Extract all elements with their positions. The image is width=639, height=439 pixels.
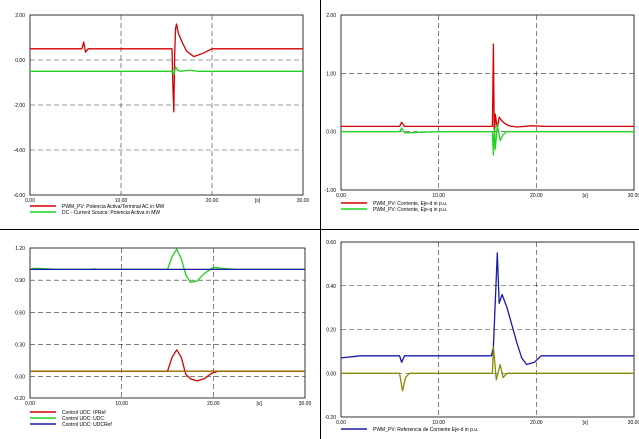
x-tick-label: 0.00 (25, 401, 35, 407)
plot-area (29, 247, 306, 399)
chart-4: 0.00 10.00 20.00 30.00[s]0.600.400.200.00-0… (325, 240, 639, 433)
y-tick-label: 0.90 (15, 278, 25, 284)
y-tick-label: 0.30 (15, 342, 25, 348)
series-line-2 (341, 346, 634, 392)
chart-2: 0.00 10.00 20.00 30.00[s]2.001.000.00-1.00P… (325, 13, 639, 213)
x-tick-label: 10.00 (432, 193, 445, 199)
series-line-1 (340, 252, 634, 366)
y-tick-label: 2.00 (15, 13, 25, 19)
x-tick-label: 20.00 (207, 401, 220, 407)
y-tick-label: 0.00 (326, 371, 336, 377)
y-tick-label: 0.60 (326, 240, 336, 246)
legend-label: PWM_PV: Potencia Activa/Terminal AC in M… (62, 204, 165, 210)
plot-area (340, 14, 635, 191)
charts: 0.00 10.00 20.00 30.00 [s] 2.00 0.00 -2.00 -4.00… (14, 13, 639, 433)
series-line-2 (30, 66, 303, 76)
y-tick-label: -1.00 (325, 188, 337, 194)
x-unit-label: [s] (583, 420, 589, 426)
legend-label: Control UDC: UDCRef (62, 422, 112, 428)
y-tick-label: 1.20 (15, 246, 25, 252)
series-line-1 (30, 23, 303, 113)
legend-label: DC - Current Source: Potencia Activa in … (62, 210, 160, 216)
x-tick-label: 0.00 (25, 198, 35, 204)
x-tick-label: 0.00 (336, 420, 346, 426)
x-tick-label: 30.00 (628, 420, 639, 426)
y-tick-label: 0.00 (326, 130, 336, 136)
y-tick-label: 1.00 (326, 71, 336, 77)
y-tick-label: 0.00 (15, 375, 25, 381)
y-tick-label: 2.00 (326, 13, 336, 19)
y-tick-label: 0.20 (326, 328, 336, 334)
legend-label: Control UDC: IPRef (62, 410, 106, 416)
series-line-1 (30, 349, 305, 382)
x-tick-label: 30.00 (297, 198, 310, 204)
x-tick-label: 0.00 (336, 193, 346, 199)
y-tick-label: -2.00 (14, 103, 26, 109)
x-unit-label: [s] (255, 198, 261, 204)
x-tick-label: 10.00 (115, 198, 128, 204)
x-tick-label: 20.00 (206, 198, 219, 204)
x-tick-label: 10.00 (115, 401, 128, 407)
series-line-2 (341, 124, 634, 156)
y-tick-label: -4.00 (14, 148, 26, 154)
y-tick-label: -0.20 (325, 415, 337, 421)
y-tick-label: -6.00 (14, 193, 26, 199)
legend-label: PWM_PV: Corriente, Eje-q in p.u. (373, 207, 447, 213)
x-tick-label: 20.00 (530, 193, 543, 199)
chart-3: 0.00 10.00 20.00 30.00 [s] 1.20 0.90 0.60 0.30 0.… (14, 246, 312, 428)
x-unit-label: [s] (257, 401, 263, 407)
x-tick-label: 10.00 (432, 420, 445, 426)
x-tick-label: 30.00 (628, 193, 639, 199)
y-tick-label: -0.20 (14, 396, 26, 402)
x-unit-label: [s] (583, 193, 589, 199)
y-tick-label: 0.40 (326, 284, 336, 290)
chart-1: 0.00 10.00 20.00 30.00 [s] 2.00 0.00 -2.00 -4.00… (14, 13, 310, 216)
y-tick-label: 0.00 (15, 58, 25, 64)
y-tick-label: 0.60 (15, 310, 25, 316)
x-tick-label: 20.00 (530, 420, 543, 426)
x-tick-label: 30.00 (299, 401, 312, 407)
legend-label: PWM_PV: Corriente, Eje-d in p.u. (373, 201, 447, 207)
legend-label: PWM_PV: Referencia de Corriente Eje-d in… (373, 427, 478, 433)
series-line-1 (341, 43, 634, 142)
legend-label: Control UDC: UDC (62, 416, 104, 422)
